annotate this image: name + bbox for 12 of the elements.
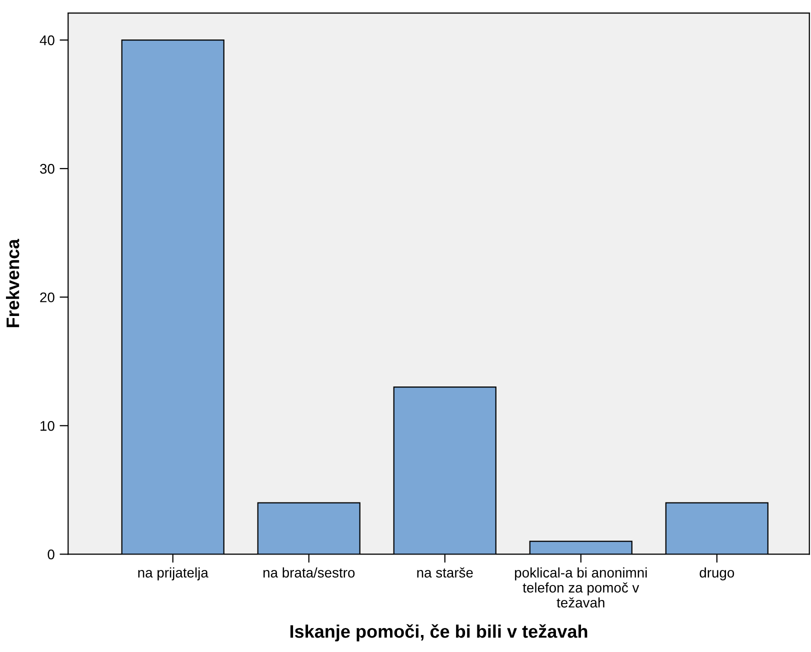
x-tick-label: na brata/sestro	[263, 567, 355, 578]
x-tick-label: na starše	[417, 567, 473, 578]
x-axis-title: Iskanje pomoči, če bi bili v težavah	[290, 624, 588, 642]
x-tick-label: poklical-a bi anonimni telefon za pomoč v težavah	[515, 567, 647, 608]
x-tick-label: drugo	[700, 567, 734, 580]
y-tick-label: 40	[40, 35, 54, 46]
y-tick-label: 10	[40, 420, 54, 431]
y-tick-label: 0	[48, 550, 54, 560]
y-tick-label: 30	[40, 164, 54, 174]
x-tick-label: na prijatelja	[138, 567, 208, 580]
y-axis-title: Frekvenca	[6, 238, 20, 328]
y-tick-label: 20	[40, 292, 54, 302]
